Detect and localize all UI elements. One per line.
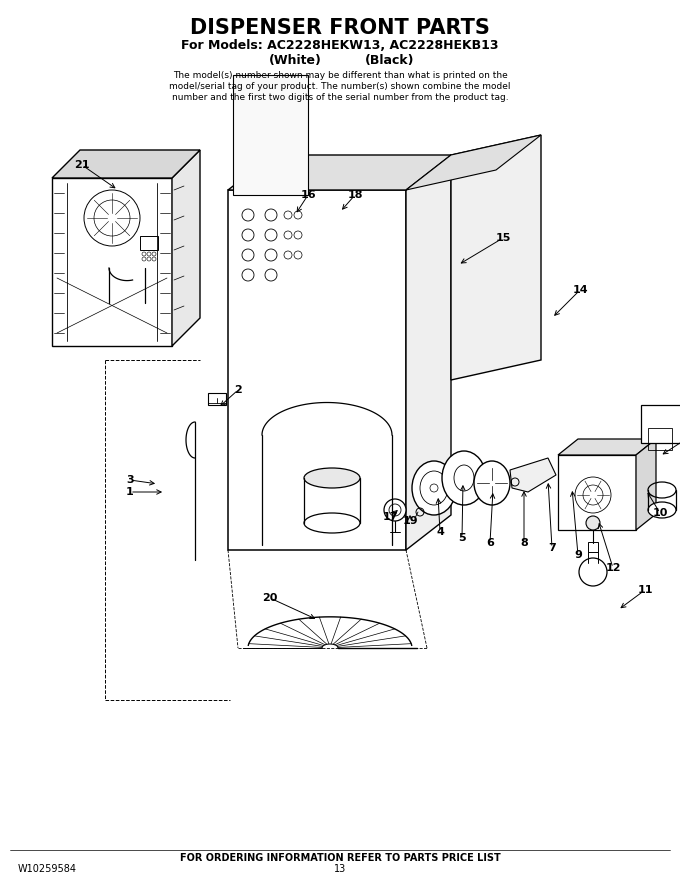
Ellipse shape bbox=[412, 461, 456, 515]
Text: (White): (White) bbox=[269, 54, 322, 67]
Text: 6: 6 bbox=[486, 538, 494, 548]
Text: 17: 17 bbox=[382, 512, 398, 522]
Text: 4: 4 bbox=[436, 527, 444, 537]
Polygon shape bbox=[636, 439, 656, 530]
Text: 19: 19 bbox=[402, 516, 418, 526]
Text: 2: 2 bbox=[234, 385, 242, 395]
Text: 9: 9 bbox=[574, 550, 582, 560]
Text: 10: 10 bbox=[652, 508, 668, 518]
Polygon shape bbox=[451, 135, 541, 380]
Text: 1: 1 bbox=[126, 487, 134, 497]
Text: model/serial tag of your product. The number(s) shown combine the model: model/serial tag of your product. The nu… bbox=[169, 82, 511, 91]
Text: 12: 12 bbox=[605, 563, 621, 573]
Bar bbox=[140, 236, 158, 250]
Text: The model(s) number shown may be different than what is printed on the: The model(s) number shown may be differe… bbox=[173, 70, 507, 79]
Bar bbox=[588, 542, 598, 552]
Polygon shape bbox=[228, 155, 451, 190]
Text: 21: 21 bbox=[74, 160, 90, 170]
Text: 8: 8 bbox=[520, 538, 528, 548]
Text: 15: 15 bbox=[495, 233, 511, 243]
Bar bbox=[233, 75, 308, 195]
Polygon shape bbox=[172, 150, 200, 346]
Text: 7: 7 bbox=[548, 543, 556, 553]
Polygon shape bbox=[52, 178, 172, 346]
Polygon shape bbox=[558, 455, 636, 530]
Text: 13: 13 bbox=[334, 864, 346, 874]
Text: For Models: AC2228HEKW13, AC2228HEKB13: For Models: AC2228HEKW13, AC2228HEKB13 bbox=[182, 39, 498, 52]
Circle shape bbox=[384, 499, 406, 521]
Bar bbox=[208, 393, 226, 405]
Polygon shape bbox=[52, 150, 200, 178]
Ellipse shape bbox=[304, 468, 360, 488]
Polygon shape bbox=[558, 439, 656, 455]
Text: 5: 5 bbox=[458, 533, 466, 543]
Circle shape bbox=[579, 558, 607, 586]
Circle shape bbox=[586, 516, 600, 530]
Ellipse shape bbox=[442, 451, 486, 505]
Ellipse shape bbox=[648, 502, 676, 518]
Text: 18: 18 bbox=[347, 190, 362, 200]
Text: 16: 16 bbox=[300, 190, 316, 200]
Text: W10259584: W10259584 bbox=[18, 864, 77, 874]
Bar bbox=[641, 405, 680, 443]
Text: 14: 14 bbox=[572, 285, 588, 295]
Text: 20: 20 bbox=[262, 593, 277, 603]
Polygon shape bbox=[406, 155, 451, 550]
Ellipse shape bbox=[474, 461, 510, 505]
Text: (Black): (Black) bbox=[365, 54, 415, 67]
Text: 3: 3 bbox=[126, 475, 134, 485]
Polygon shape bbox=[228, 190, 406, 550]
Polygon shape bbox=[406, 135, 541, 190]
Text: FOR ORDERING INFORMATION REFER TO PARTS PRICE LIST: FOR ORDERING INFORMATION REFER TO PARTS … bbox=[180, 853, 500, 863]
Text: number and the first two digits of the serial number from the product tag.: number and the first two digits of the s… bbox=[171, 92, 509, 101]
Bar bbox=[648, 428, 672, 450]
Text: 11: 11 bbox=[637, 585, 653, 595]
Text: DISPENSER FRONT PARTS: DISPENSER FRONT PARTS bbox=[190, 18, 490, 38]
Polygon shape bbox=[510, 458, 556, 492]
